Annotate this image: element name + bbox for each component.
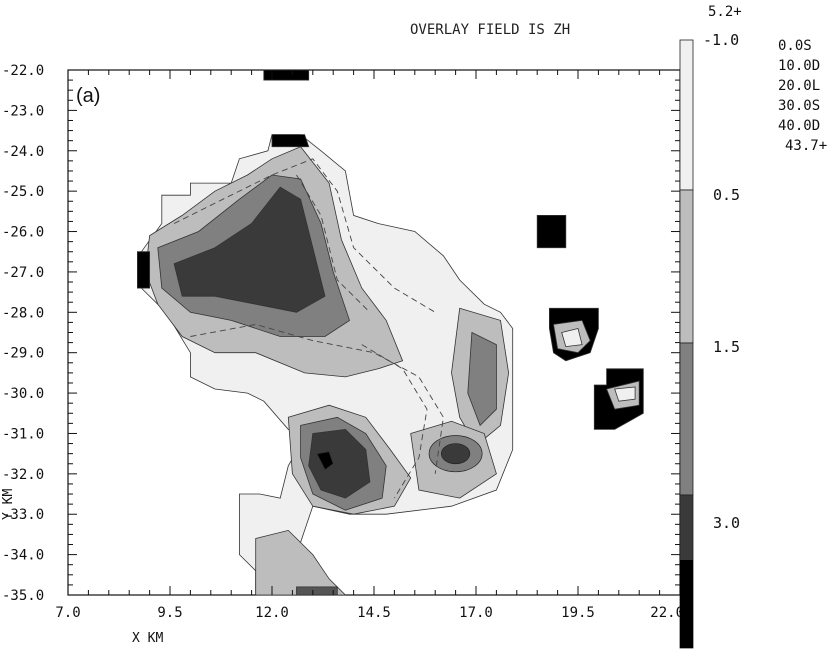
zh-cell (536, 214, 567, 249)
x-tick-label: 12.0 (255, 605, 289, 621)
x-tick-label: 9.5 (157, 605, 182, 621)
y-tick-label: -28.0 (2, 305, 44, 321)
zh-region-mid (255, 529, 347, 596)
y-tick-label: -33.0 (2, 507, 44, 523)
panel-label: (a) (76, 85, 100, 107)
overlay-legend-entry: 0.0S (778, 38, 812, 54)
zh-cell (561, 328, 583, 348)
chart-title: OVERLAY FIELD IS ZH (410, 22, 570, 38)
zh-peak (316, 451, 334, 471)
colorbar-level-label: -1.0 (703, 31, 739, 49)
y-tick-label: -27.0 (2, 265, 44, 281)
y-tick-label: -34.0 (2, 548, 44, 564)
y-tick-label: -25.0 (2, 184, 44, 200)
y-tick-label: -24.0 (2, 144, 44, 160)
y-tick-label: -35.0 (2, 588, 44, 604)
zh-cell (614, 386, 636, 402)
axis-ticks (67, 69, 681, 596)
overlay-legend-entry: 43.7+ (785, 138, 827, 154)
colorbar-labels: -1.0 0.5 1.5 3.0 (703, 31, 740, 532)
x-tick-label: 7.0 (55, 605, 80, 621)
y-tick-labels: -22.0 -23.0 -24.0 -25.0 -26.0 -27.0 -28.0 -29.0… (2, 63, 44, 604)
y-tick-label: -26.0 (2, 225, 44, 241)
x-tick-label: 22.0 (650, 605, 684, 621)
zh-region-high (467, 331, 497, 427)
zh-region-core (308, 428, 371, 499)
overlay-legend-entry: 40.0D (778, 118, 820, 134)
y-tick-label: -23.0 (2, 103, 44, 119)
x-tick-label: 17.0 (459, 605, 493, 621)
y-axis-label: Y KM (1, 489, 16, 520)
colorbar-level-label: 3.0 (713, 514, 740, 532)
overlay-contour-line (173, 158, 436, 313)
x-tick-label: 14.5 (357, 605, 391, 621)
x-axis-label: X KM (132, 631, 163, 646)
colorbar-level-label: 0.5 (713, 186, 740, 204)
x-tick-labels: 7.0 9.5 12.0 14.5 17.0 19.5 22.0 (55, 605, 684, 621)
zh-peak (271, 134, 310, 148)
overlay-contour-line (296, 174, 371, 313)
zh-peak (263, 69, 310, 81)
y-tick-label: -30.0 (2, 386, 44, 402)
colorbar (679, 39, 694, 649)
x-tick-label: 19.5 (561, 605, 595, 621)
colorbar-segment (679, 39, 694, 191)
colorbar-level-label: 1.5 (713, 338, 740, 356)
colorbar-top-label: 5.2+ (708, 4, 742, 20)
overlay-legend: 0.0S 10.0D 20.0L 30.0S 40.0D 43.7+ (778, 38, 827, 154)
colorbar-segment (680, 560, 693, 648)
overlay-legend-entry: 10.0D (778, 58, 820, 74)
y-tick-label: -32.0 (2, 467, 44, 483)
zh-peak (136, 251, 151, 289)
y-tick-label: -29.0 (2, 346, 44, 362)
y-tick-label: -22.0 (2, 63, 44, 79)
colorbar-segment (679, 189, 694, 344)
zh-region-core (440, 443, 471, 465)
zh-cell (296, 586, 338, 596)
colorbar-segment (679, 342, 694, 496)
contour-field (136, 69, 644, 596)
overlay-legend-entry: 30.0S (778, 98, 820, 114)
y-tick-label: -31.0 (2, 426, 44, 442)
zh-region-core (173, 186, 326, 313)
overlay-contour-line (361, 344, 428, 499)
overlay-legend-entry: 20.0L (778, 78, 820, 94)
